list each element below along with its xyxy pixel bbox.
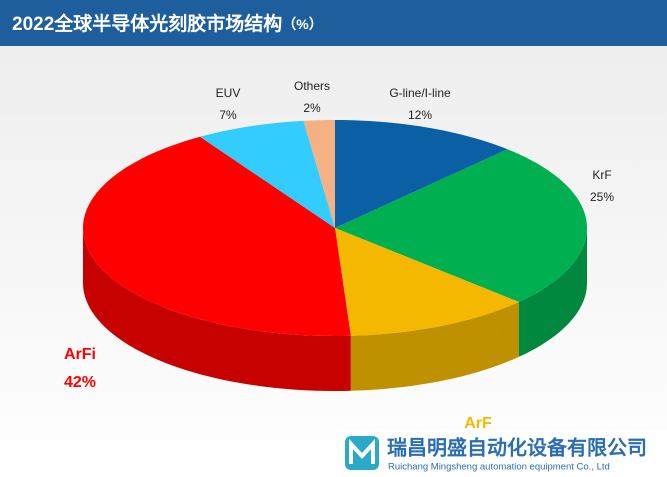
value-label: 2% [303,101,321,115]
watermark-name: 瑞昌明盛自动化设备有限公司 [387,435,647,459]
chart-title: 2022全球半导体光刻胶市场结构（%） [12,12,323,35]
watermark: 瑞昌明盛自动化设备有限公司 Ruichang Mingsheng automat… [338,430,667,477]
slice-label: ArF [464,415,492,432]
title-text: 2022全球半导体光刻胶市场结构 [12,12,282,35]
watermark-box [338,430,667,477]
slice-side [83,228,351,391]
slice-label: ArFi [64,346,96,363]
title-unit: （%） [282,16,322,32]
slice [199,120,335,228]
slice [335,120,508,228]
slice [83,136,351,336]
slice-label: EUV [216,86,241,100]
watermark-name-en: Ruichang Mingsheng automation equipment … [388,462,610,473]
value-label: 7% [219,108,237,122]
value-label: 12% [408,108,432,122]
labels: G-line/I-line 12% KrF 25% ArF ArFi 42% EUV 7% Oth… [64,79,614,432]
pie [83,120,587,391]
slice-label: KrF [592,168,611,182]
slice-side [518,228,587,357]
logo-mark [349,438,375,464]
slice-label: Others [294,79,330,93]
slice [335,228,519,336]
slice-label: G-line/I-line [389,86,451,100]
title-bar [0,0,667,46]
slice-side [350,301,519,391]
slice [335,149,587,302]
value-label: 25% [590,190,614,204]
value-label: 42% [64,374,96,391]
slice [303,120,335,228]
